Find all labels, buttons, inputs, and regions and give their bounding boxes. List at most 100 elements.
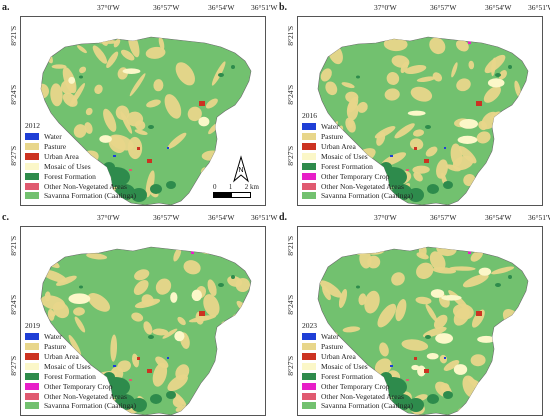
pasture-patch (416, 76, 436, 82)
pasture-patch (86, 253, 108, 260)
north-label: N (238, 167, 243, 174)
legend-label: Urban Area (44, 352, 79, 362)
pasture-patch (146, 99, 161, 108)
pasture-patch (216, 406, 231, 415)
legend-label: Other Temporary Crop (321, 171, 390, 181)
pasture-patch (436, 159, 448, 179)
mosaic-patch (430, 289, 445, 298)
legend-item-mosaic: Mosaic of Uses (25, 161, 136, 171)
pasture-patch (187, 106, 202, 122)
pasture-patch (486, 395, 500, 407)
non-vegetated-patch (406, 379, 409, 381)
legend-item-non-veg: Other Non-Vegetated Areas (25, 391, 136, 401)
forest-patch (427, 394, 439, 404)
pasture-patch (205, 98, 218, 109)
pasture-patch (164, 94, 182, 119)
legend-label: Pasture (321, 132, 344, 142)
longitude-tick-label: 37°0'W (374, 213, 397, 222)
longitude-tick-label: 36°54'W (485, 213, 512, 222)
pasture-patch (422, 326, 447, 338)
pasture-patch (413, 171, 423, 182)
legend-label: Pasture (44, 142, 67, 152)
legend-label: Mosaic of Uses (321, 151, 368, 161)
pasture-patch (126, 111, 144, 127)
pasture-patch (79, 66, 87, 74)
pasture-patch (49, 311, 56, 318)
pasture-patch (507, 339, 517, 364)
pasture-patch (425, 304, 438, 322)
mosaic-patch (426, 353, 439, 360)
pasture-patch (522, 97, 528, 107)
temporary-crop-patch (468, 41, 471, 44)
legend-item-pasture: Pasture (25, 142, 136, 152)
legend-label: Forest Formation (44, 171, 96, 181)
pasture-patch (129, 73, 146, 97)
latitude-tick-label: 8°24'S (9, 85, 18, 105)
non-vegetated-patch (129, 169, 132, 171)
pasture-patch (504, 375, 525, 384)
urban-area-patch (424, 159, 429, 163)
legend-label: Forest Formation (321, 371, 373, 381)
pasture-patch (351, 247, 373, 256)
mosaic-patch (435, 333, 453, 344)
pasture-patch (409, 138, 424, 151)
forest-patch (495, 283, 501, 287)
longitude-tick-label: 37°0'W (97, 213, 120, 222)
year-label: 2012 (25, 120, 40, 130)
pasture-patch (239, 391, 251, 415)
mosaic-patch (487, 78, 505, 88)
scale-tick-label: 2 km (244, 183, 259, 191)
legend-swatch (302, 123, 316, 131)
pasture-patch (429, 251, 446, 271)
forest-patch (356, 285, 360, 289)
forest-patch (425, 125, 431, 129)
legend-item-non-veg: Other Non-Vegetated Areas (302, 391, 413, 401)
legend-item-savanna: Savanna Formation (Caatinga) (25, 191, 136, 201)
legend-label: Other Non-Vegetated Areas (321, 181, 404, 191)
pasture-patch (234, 324, 251, 334)
pasture-patch (391, 272, 405, 286)
forest-patch (131, 188, 147, 202)
scale-tick-label: 0 (213, 183, 217, 191)
pasture-patch (395, 299, 407, 322)
pasture-patch (451, 62, 458, 78)
forest-patch (115, 394, 135, 410)
mosaic-patch (441, 295, 462, 301)
legend-item-forest: Forest Formation (302, 371, 413, 381)
legend-item-pasture: Pasture (25, 342, 136, 352)
pasture-patch (492, 359, 511, 376)
map-panel-b: b. 37°0'W 36°57'W 36°54'W 36°51'W 8°21'S 8°24'… (277, 0, 550, 206)
forest-patch (231, 65, 235, 69)
map-frame: 2019 Water Pasture Urban Area Mosaic of Uses… (20, 226, 266, 416)
urban-area-patch (147, 159, 152, 163)
latitude-tick-label: 8°21'S (286, 236, 295, 256)
pasture-patch (152, 362, 168, 387)
legend-item-savanna: Savanna Formation (Caatinga) (302, 191, 413, 201)
longitude-tick-label: 36°51'W (251, 213, 278, 222)
pasture-patch (155, 356, 169, 369)
pasture-patch (145, 170, 155, 198)
pasture-patch (491, 266, 515, 275)
latitude-tick-label: 8°21'S (9, 26, 18, 46)
pasture-patch (226, 132, 250, 141)
pasture-patch (73, 124, 87, 138)
longitude-tick-label: 36°51'W (251, 3, 278, 12)
legend-swatch (25, 402, 39, 410)
legend-swatch (302, 382, 316, 390)
pasture-patch (401, 339, 429, 351)
legend-item-water: Water (25, 132, 136, 142)
latitude-tick-label: 8°27'S (286, 356, 295, 376)
scale-bar: 0 1 2 km (213, 183, 259, 198)
mosaic-patch (122, 68, 141, 74)
longitude-tick-label: 36°57'W (153, 3, 180, 12)
pasture-patch (416, 262, 434, 279)
pasture-patch (394, 123, 415, 139)
urban-area-patch (199, 311, 205, 316)
urban-area-patch (476, 101, 482, 106)
pasture-patch (173, 392, 187, 406)
mosaic-patch (492, 354, 513, 365)
pasture-patch (320, 68, 332, 82)
legend-swatch (302, 372, 316, 380)
forest-patch (166, 181, 176, 189)
forest-patch (218, 283, 224, 287)
